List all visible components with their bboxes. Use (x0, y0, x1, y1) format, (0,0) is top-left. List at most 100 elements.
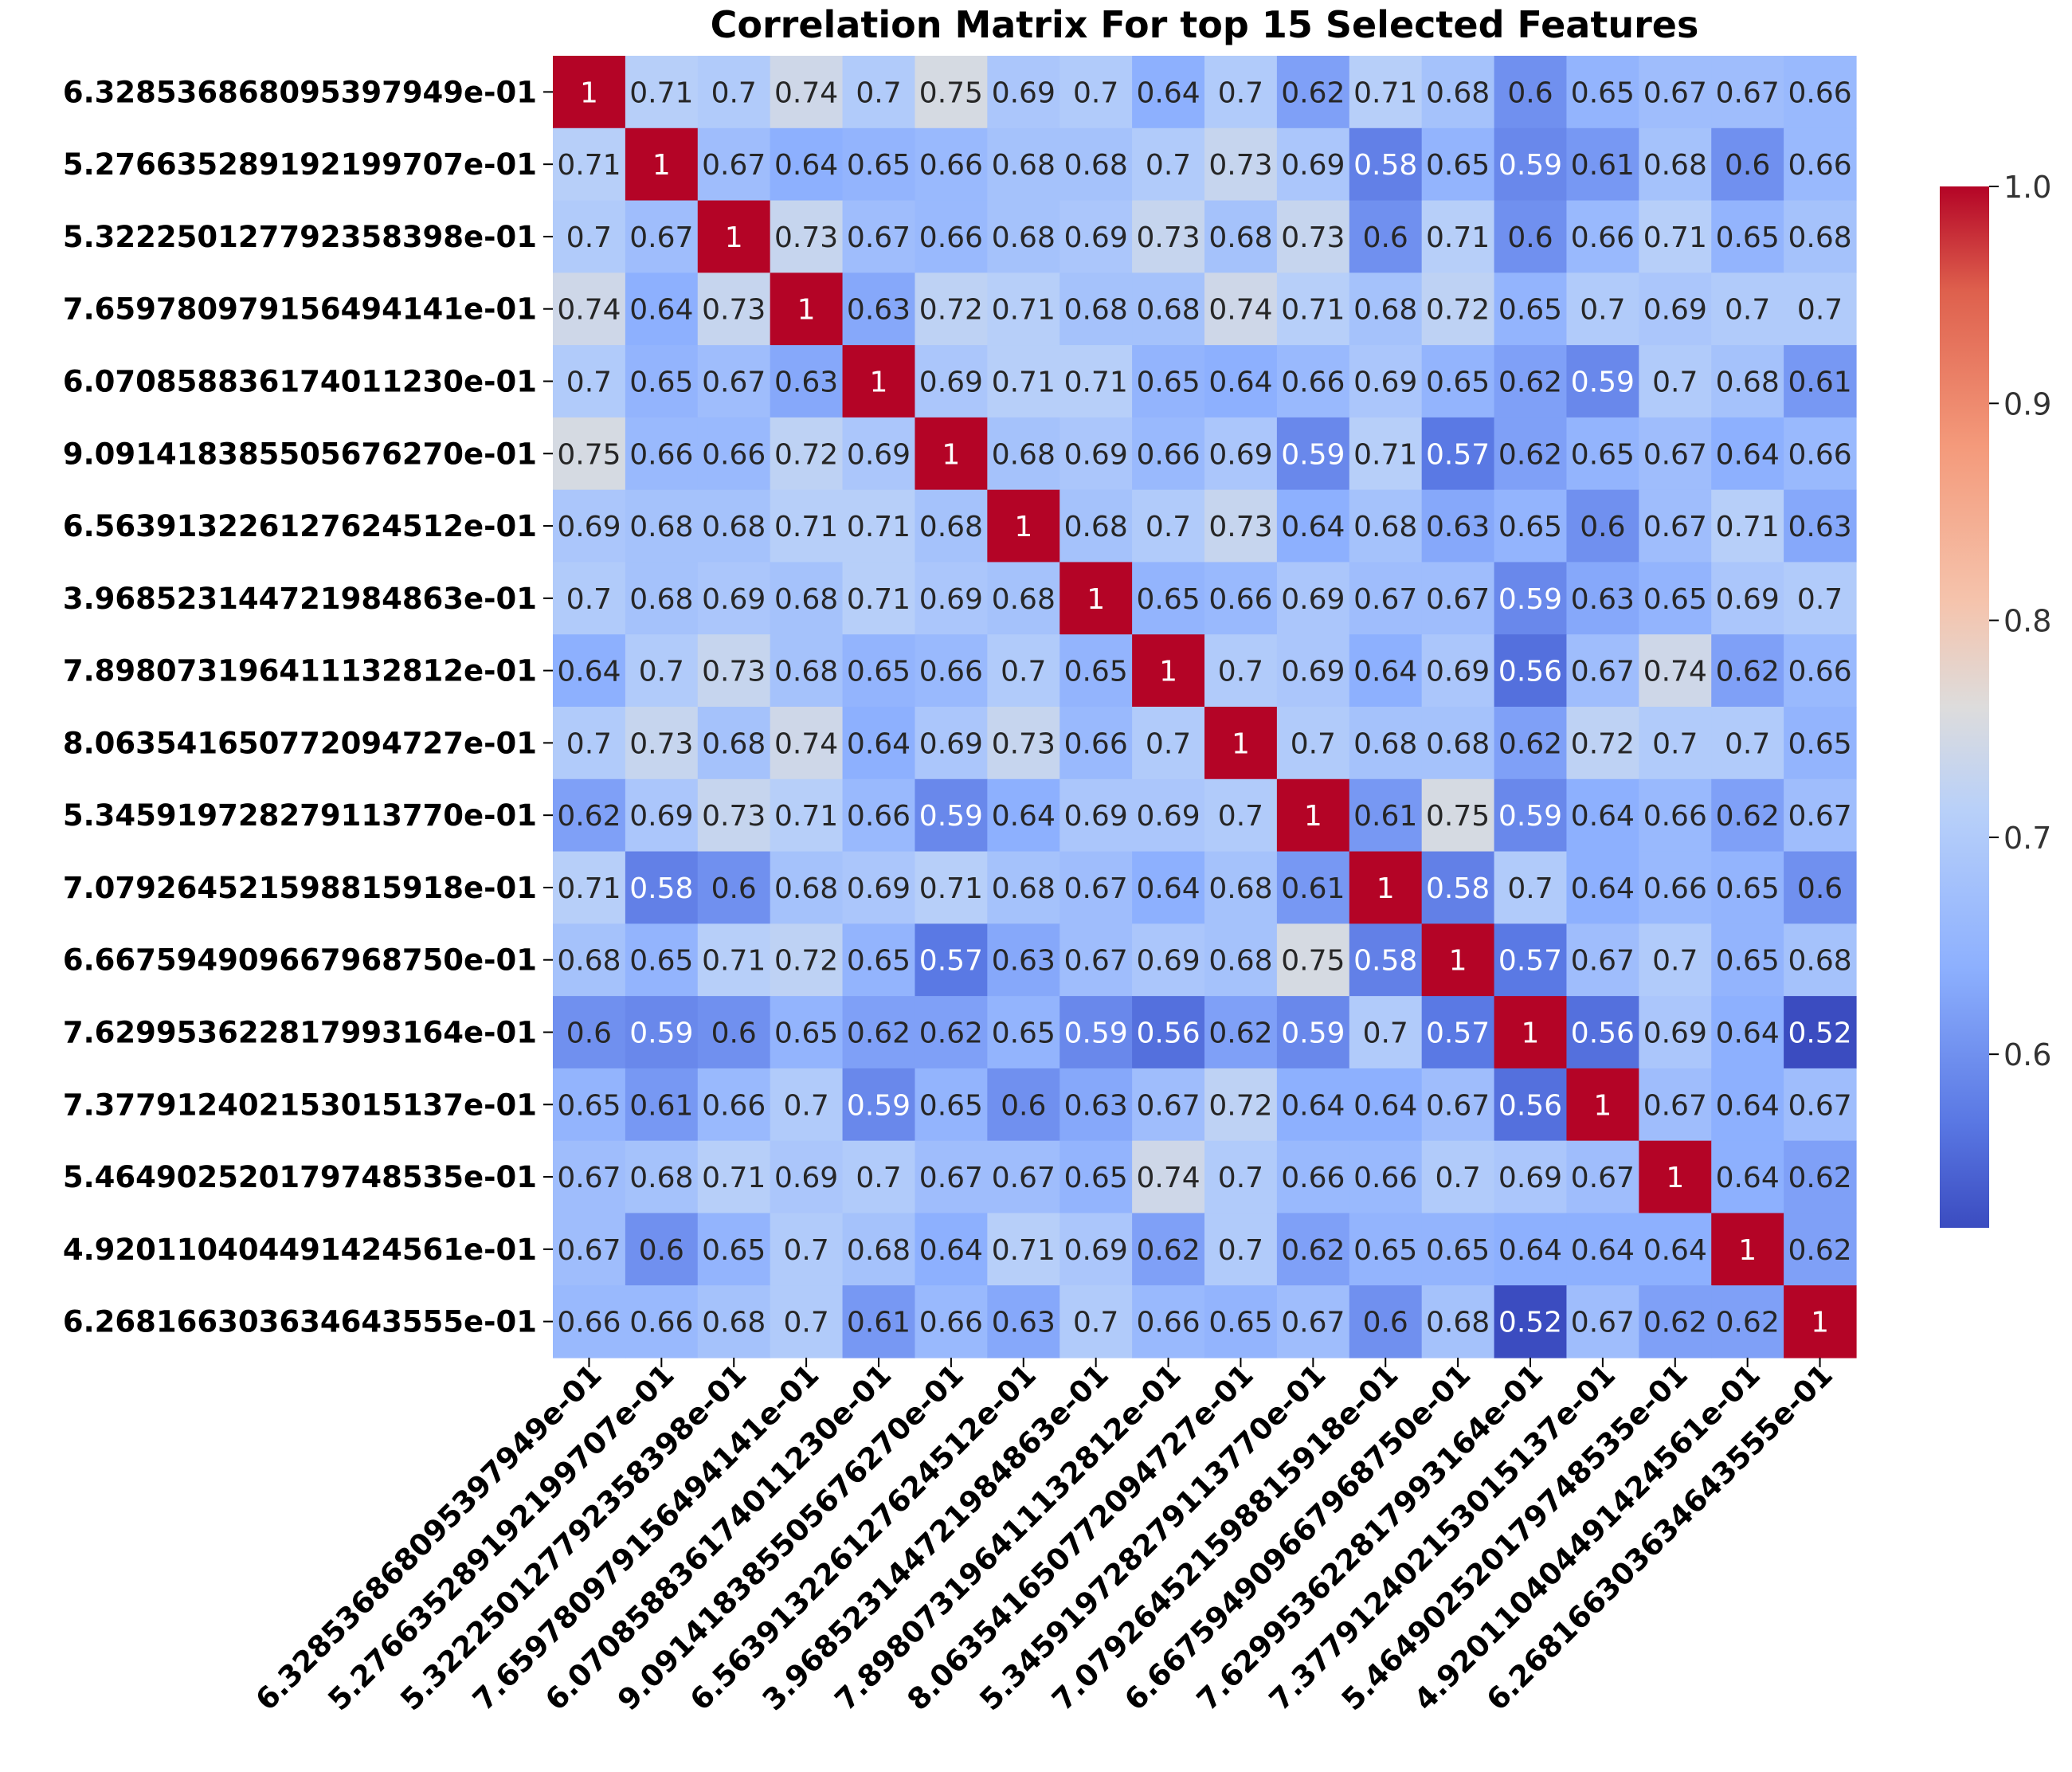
cell-value-label: 0.63 (1064, 1089, 1128, 1122)
heatmap-cell (1639, 127, 1712, 202)
heatmap-cell (1421, 272, 1495, 346)
colorbar-tick-label: 1.0 (2003, 170, 2051, 205)
cell-value-label: 0.6 (566, 1017, 612, 1050)
heatmap-cell (697, 562, 771, 635)
cell-value-label: 0.69 (629, 800, 693, 833)
heatmap-cell (842, 1068, 916, 1142)
heatmap-cell (1494, 1213, 1568, 1286)
heatmap-cell (553, 1068, 626, 1142)
heatmap-cell (1204, 200, 1278, 273)
heatmap-cell (1421, 56, 1495, 129)
cell-value-label: 0.66 (919, 1307, 983, 1339)
heatmap-cell (1204, 489, 1278, 563)
cell-value-label: 0.64 (1498, 1234, 1562, 1267)
heatmap-cell (1132, 489, 1205, 563)
cell-value-label: 0.74 (557, 294, 621, 327)
cell-value-label: 0.71 (1064, 367, 1128, 399)
heatmap-cell (697, 996, 771, 1069)
cell-value-label: 0.65 (1498, 294, 1562, 327)
heatmap-cell (842, 489, 916, 563)
heatmap-cell (697, 272, 771, 346)
cell-value-label: 0.65 (629, 945, 693, 978)
heatmap-cell (625, 272, 699, 346)
y-axis-label: 7.629953622817993164e-01 (63, 1016, 537, 1050)
cell-value-label: 0.67 (1571, 945, 1635, 978)
heatmap-cell (1566, 634, 1639, 708)
cell-value-label: 0.69 (919, 583, 983, 616)
cell-value-label: 0.62 (1281, 1234, 1345, 1267)
cell-value-label: 0.7 (1218, 1234, 1263, 1267)
heatmap-cell (1639, 851, 1712, 924)
heatmap-cell (842, 996, 916, 1069)
heatmap-cell (1060, 996, 1133, 1069)
cell-value-label: 0.66 (1571, 222, 1635, 254)
heatmap-cell (1711, 562, 1784, 635)
heatmap-cell (987, 489, 1060, 563)
heatmap-cell (625, 1140, 699, 1214)
heatmap-cell (1639, 345, 1712, 418)
cell-value-label: 0.74 (1643, 656, 1707, 688)
heatmap-cell (1711, 851, 1784, 924)
heatmap-cell (1349, 562, 1423, 635)
cell-value-label: 0.68 (629, 583, 693, 616)
heatmap-cell (1566, 127, 1639, 202)
cell-value-label: 0.64 (1716, 1162, 1780, 1194)
cell-value-label: 0.68 (774, 872, 838, 905)
heatmap-cell (1494, 489, 1568, 563)
cell-value-label: 0.68 (919, 511, 983, 543)
cell-value-label: 0.62 (847, 1017, 911, 1050)
cell-value-label: 0.69 (1136, 945, 1200, 978)
heatmap-cell (1639, 1068, 1712, 1142)
heatmap-cell (1711, 1068, 1784, 1142)
heatmap-cell (915, 1068, 988, 1142)
cell-value-label: 0.65 (1498, 511, 1562, 543)
heatmap-cell (1494, 634, 1568, 708)
heatmap-cell (553, 417, 626, 491)
heatmap-cell (1132, 417, 1205, 491)
heatmap-cell (553, 1285, 626, 1358)
cell-value-label: 0.67 (1281, 1307, 1345, 1339)
cell-value-label: 1 (1377, 872, 1395, 905)
y-axis-label: 9.091418385505676270e-01 (63, 437, 537, 471)
heatmap-cell (770, 1213, 844, 1286)
cell-value-label: 0.69 (992, 76, 1056, 109)
cell-value-label: 0.65 (1064, 1162, 1128, 1194)
cell-value-label: 0.75 (1281, 945, 1345, 978)
heatmap-cell (770, 923, 844, 997)
heatmap-cell (842, 1140, 916, 1214)
cell-value-label: 0.73 (1281, 222, 1345, 254)
cell-value-label: 0.64 (1353, 1089, 1417, 1122)
heatmap-cell (625, 1285, 699, 1358)
cell-value-label: 0.69 (919, 367, 983, 399)
cell-value-label: 0.64 (992, 800, 1056, 833)
colorbar-tick-label: 0.6 (2003, 1037, 2051, 1072)
heatmap-cell (1349, 923, 1423, 997)
cell-value-label: 0.75 (557, 438, 621, 471)
heatmap-cell (697, 127, 771, 202)
cell-value-label: 0.66 (847, 800, 911, 833)
colorbar-tick-label: 0.9 (2003, 386, 2051, 421)
cell-value-label: 0.7 (1073, 1307, 1118, 1339)
cell-value-label: 0.73 (992, 727, 1056, 760)
heatmap-cell (1132, 1140, 1205, 1214)
cell-value-label: 0.65 (919, 1089, 983, 1122)
heatmap-cell (1204, 272, 1278, 346)
cell-value-label: 0.65 (992, 1017, 1056, 1050)
heatmap-cell (1060, 127, 1133, 202)
cell-value-label: 0.6 (1725, 149, 1770, 182)
heatmap-cell (697, 1140, 771, 1214)
heatmap-cell (625, 562, 699, 635)
heatmap-cell (1276, 707, 1350, 780)
heatmap-cell (842, 127, 916, 202)
heatmap-cell (553, 345, 626, 418)
heatmap-cell (770, 851, 844, 924)
cell-value-label: 0.7 (711, 76, 757, 109)
cell-value-label: 0.7 (1652, 367, 1698, 399)
heatmap-cell (915, 1213, 988, 1286)
heatmap-cell (1639, 1213, 1712, 1286)
heatmap-cell (842, 634, 916, 708)
heatmap-cell (1566, 1213, 1639, 1286)
heatmap-cell (1421, 634, 1495, 708)
heatmap-cell (770, 1140, 844, 1214)
